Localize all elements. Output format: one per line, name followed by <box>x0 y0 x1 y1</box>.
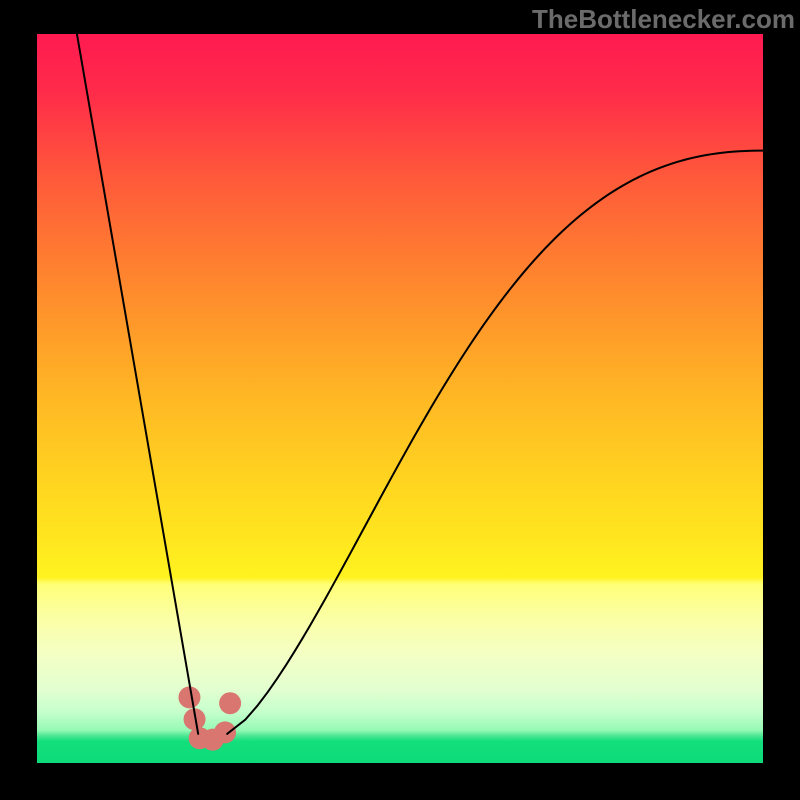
bottleneck-curve-left <box>77 34 198 734</box>
plot-area <box>37 34 763 763</box>
valley-marker <box>178 686 241 750</box>
chart-svg <box>37 34 763 763</box>
valley-marker-dot <box>214 721 236 743</box>
valley-marker-dot <box>219 692 241 714</box>
valley-marker-dot <box>178 686 200 708</box>
bottleneck-curve-right <box>227 151 763 734</box>
watermark-text: TheBottlenecker.com <box>532 4 795 35</box>
